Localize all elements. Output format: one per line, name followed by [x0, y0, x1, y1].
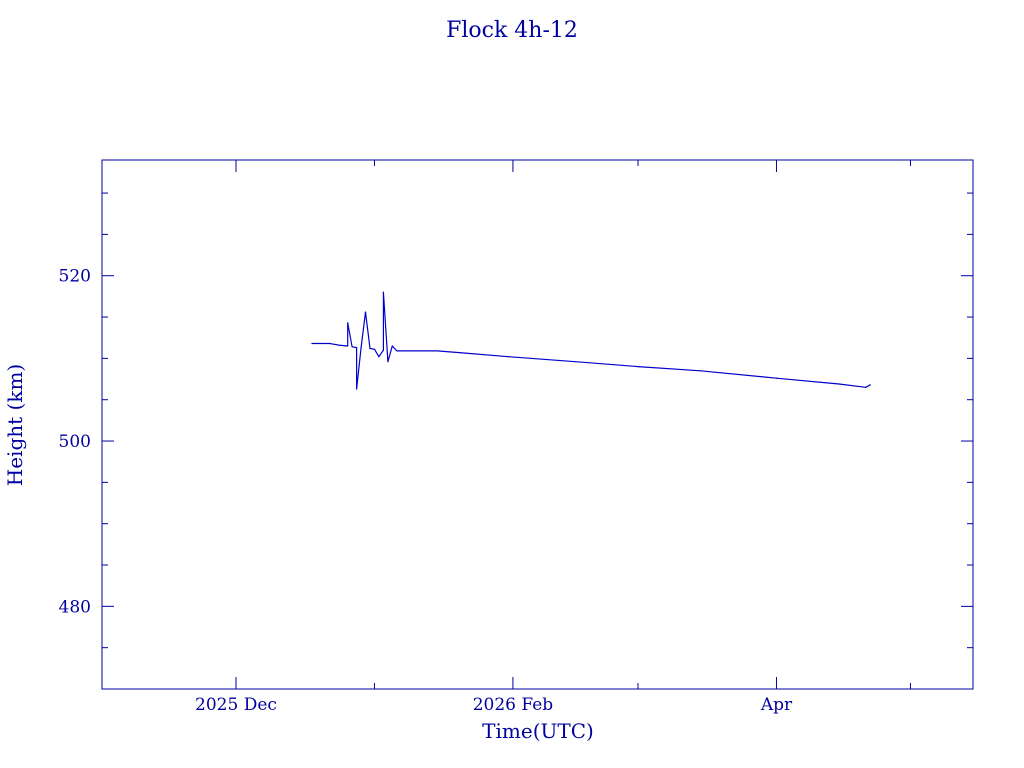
data-point: [347, 345, 349, 347]
data-point: [360, 347, 362, 349]
data-point: [387, 361, 389, 363]
data-point: [364, 311, 367, 313]
x-tick-label: 2026 Feb: [473, 695, 554, 715]
series-line: [311, 291, 871, 390]
data-point: [329, 342, 331, 345]
data-point: [356, 347, 358, 349]
data-point: [347, 322, 349, 324]
data-point: [865, 386, 867, 388]
data-point: [338, 344, 340, 346]
data-point: [373, 348, 376, 350]
data-point: [436, 350, 438, 352]
data-point: [311, 342, 313, 345]
y-tick-labels: 480 500 520: [59, 267, 91, 618]
data-point: [369, 347, 371, 350]
x-tick-label: Apr: [760, 695, 793, 715]
data-point: [869, 384, 871, 386]
data-point: [391, 345, 393, 347]
data-point: [637, 366, 639, 368]
data-point: [378, 356, 380, 358]
x-axis-ticks: [101, 160, 911, 689]
data-point: [458, 351, 460, 354]
data-point: [382, 291, 384, 293]
y-tick-label: 500: [59, 432, 91, 452]
data-point: [351, 346, 353, 348]
data-point: [574, 361, 577, 363]
x-tick-label: 2025 Dec: [195, 695, 277, 715]
data-series: [311, 291, 871, 390]
plot-frame: [101, 159, 974, 690]
y-axis-label: Height (km): [3, 364, 27, 486]
data-point: [333, 343, 335, 345]
data-point: [507, 356, 510, 358]
data-point: [382, 349, 384, 351]
y-tick-label: 480: [59, 597, 91, 617]
x-axis-label: Time(UTC): [482, 719, 594, 743]
data-point: [396, 350, 398, 352]
x-tick-labels: 2025 Dec 2026 Feb Apr: [195, 695, 793, 715]
y-axis-ticks: [102, 192, 973, 690]
data-point: [775, 377, 778, 379]
data-point: [356, 388, 358, 390]
data-point: [838, 383, 840, 385]
data-point: [699, 370, 702, 372]
chart-title: Flock 4h-12: [446, 18, 578, 43]
y-tick-label: 520: [59, 267, 91, 287]
